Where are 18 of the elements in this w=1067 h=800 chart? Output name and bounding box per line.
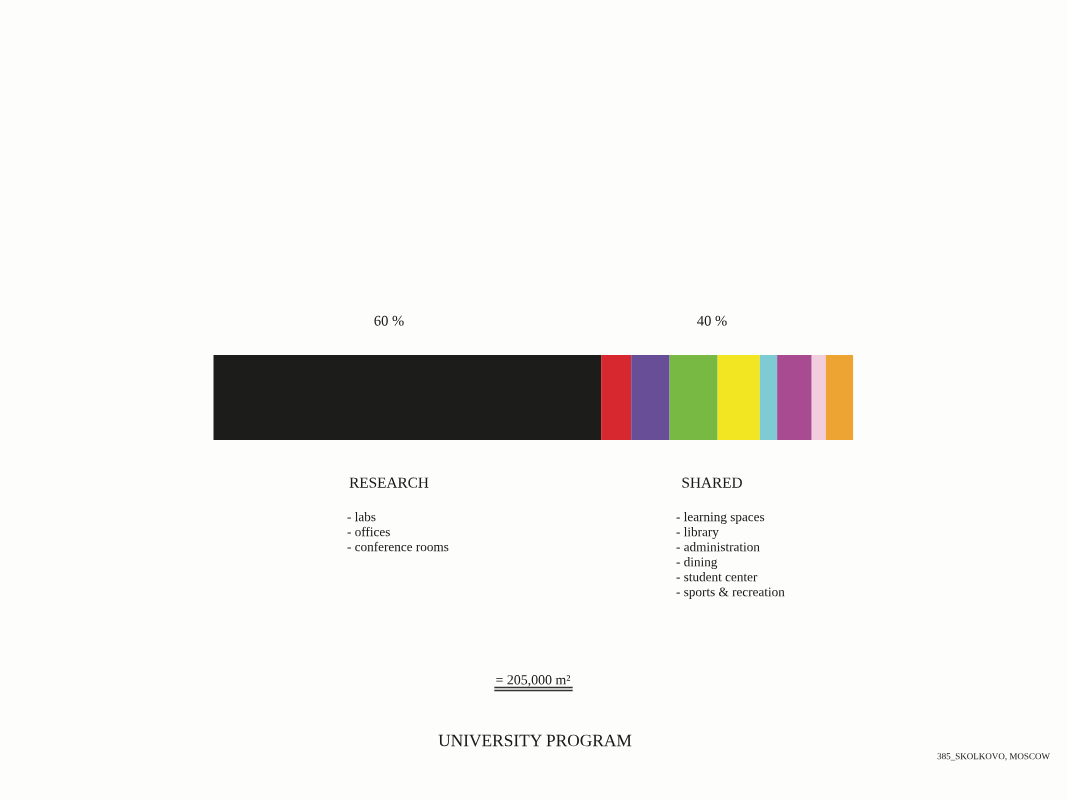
bar xyxy=(669,355,718,440)
text: - labs - offices - conference rooms xyxy=(347,512,449,552)
bar xyxy=(777,355,812,440)
bar xyxy=(717,355,760,440)
text: SHARED xyxy=(682,477,742,488)
text: 40 % xyxy=(697,315,727,326)
text: = 205,000 m² xyxy=(496,675,571,687)
text: RESEARCH xyxy=(349,477,429,488)
text: - learning spaces - library - administration - dining - student center - sports & recreation xyxy=(676,512,785,600)
bar xyxy=(759,355,778,440)
bar xyxy=(631,355,670,440)
bar xyxy=(601,355,632,440)
bar xyxy=(811,355,826,440)
text: UNIVERSITY PROGRAM xyxy=(438,734,632,747)
text: 60 % xyxy=(374,315,404,326)
bar xyxy=(825,355,854,440)
bar xyxy=(213,355,602,440)
text: 385_SKOLKOVO, MOSCOW xyxy=(937,753,1050,761)
